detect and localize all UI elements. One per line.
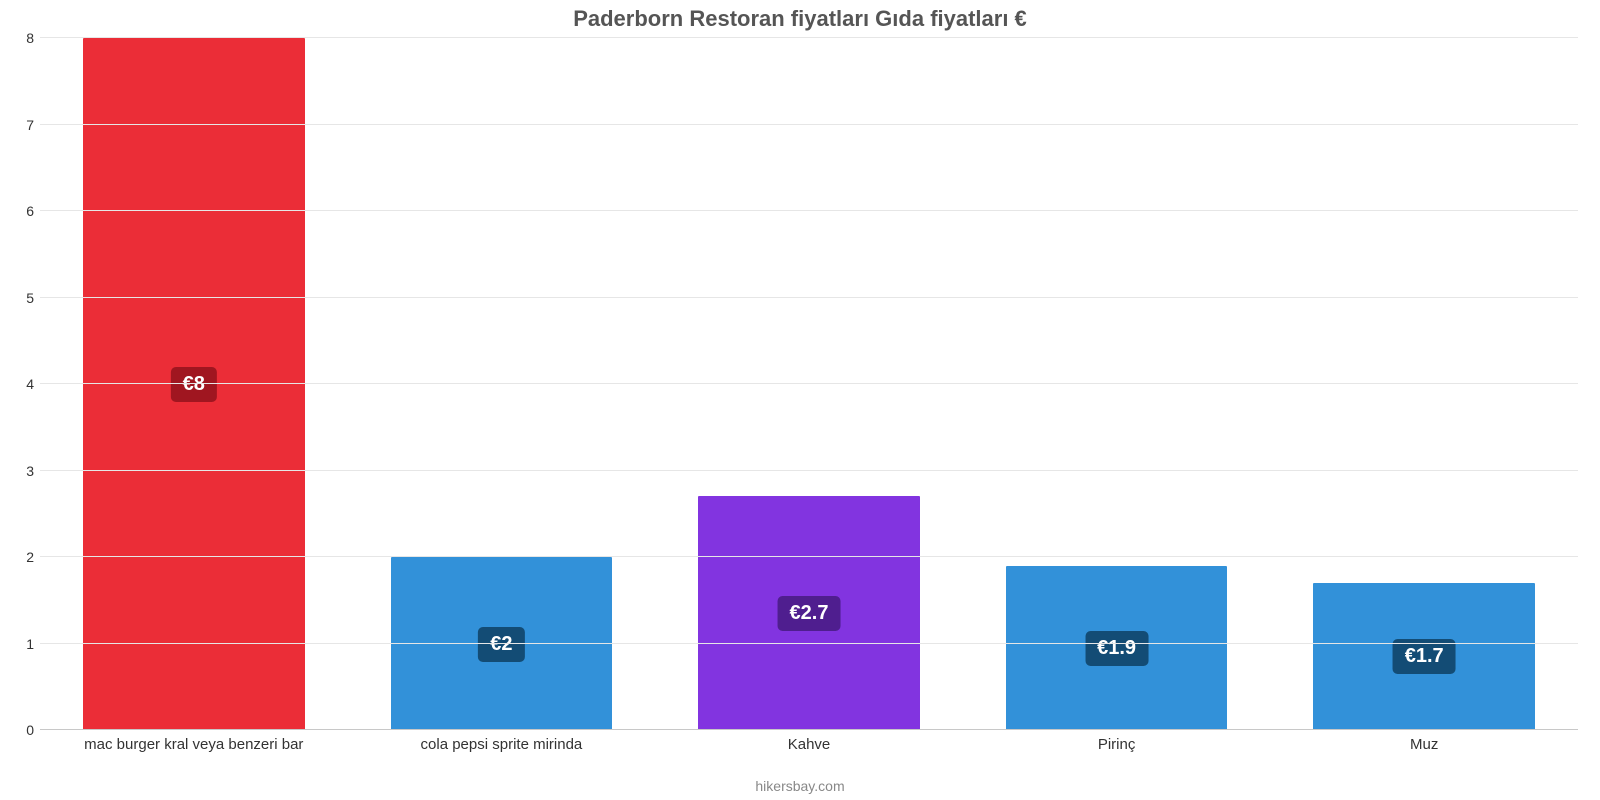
y-tick-label: 5 [4,290,34,306]
bar-slot: €8 [40,38,348,730]
x-tick-label: Pirinç [1098,736,1136,753]
y-tick-label: 8 [4,30,34,46]
x-tick-label: mac burger kral veya benzeri bar [84,736,303,753]
gridline [40,37,1578,38]
bar-slot: €1.7 [1270,38,1578,730]
bar: €8 [83,38,304,730]
bar: €1.9 [1006,566,1227,730]
bar-value-label: €1.7 [1393,639,1456,674]
gridline [40,124,1578,125]
y-tick-label: 0 [4,722,34,738]
bar: €1.7 [1313,583,1534,730]
bar-slot: €2 [348,38,656,730]
gridline [40,556,1578,557]
gridline [40,383,1578,384]
y-tick-label: 3 [4,463,34,479]
x-tick-label: Muz [1410,736,1438,753]
gridline [40,297,1578,298]
y-tick-label: 6 [4,203,34,219]
gridline [40,210,1578,211]
chart-credit: hikersbay.com [0,778,1600,794]
y-tick-label: 1 [4,636,34,652]
y-tick-label: 7 [4,117,34,133]
bar-value-label: €8 [171,367,217,402]
bar: €2 [391,557,612,730]
chart-title: Paderborn Restoran fiyatları Gıda fiyatl… [0,6,1600,32]
bar-slot: €2.7 [655,38,963,730]
gridline [40,470,1578,471]
bar: €2.7 [698,496,919,730]
y-tick-label: 4 [4,376,34,392]
x-tick-label: Kahve [788,736,831,753]
y-tick-label: 2 [4,549,34,565]
bar-value-label: €2 [478,627,524,662]
plot-area: €8 €2 €2.7 €1.9 €1.7 [40,38,1578,730]
bar-value-label: €1.9 [1085,631,1148,666]
bar-slot: €1.9 [963,38,1271,730]
chart-container: Paderborn Restoran fiyatları Gıda fiyatl… [0,0,1600,800]
gridline [40,729,1578,730]
bar-value-label: €2.7 [778,596,841,631]
bar-group: €8 €2 €2.7 €1.9 €1.7 [40,38,1578,730]
gridline [40,643,1578,644]
x-tick-label: cola pepsi sprite mirinda [421,736,583,753]
